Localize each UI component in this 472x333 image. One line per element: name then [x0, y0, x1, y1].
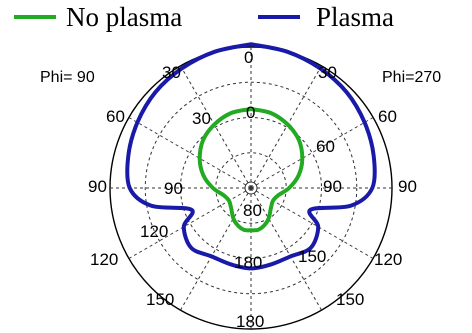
polar-curves	[125, 42, 377, 271]
outer-tick-right-30: 30	[318, 63, 337, 82]
inner-tick-90-right: 90	[323, 177, 342, 196]
inner-tick-60: 60	[316, 137, 335, 156]
outer-tick-right-90: 90	[398, 177, 417, 196]
phi-label-left: Phi= 90	[40, 69, 95, 86]
outer-tick-right-120: 120	[374, 250, 402, 269]
outer-tick-left-150: 150	[146, 290, 174, 309]
outer-tick-right-150: 150	[336, 290, 364, 309]
inner-tick-80: 80	[243, 201, 262, 220]
phi-label-right: Phi=270	[382, 69, 441, 86]
outer-tick-left-120: 120	[90, 250, 118, 269]
grid-spoke-30	[250, 65, 322, 189]
outer-tick-labels: 0 30 30 60 60 90 90 120 120 150 150 180	[88, 48, 417, 331]
inner-tick-0: 0	[246, 103, 255, 122]
grid-spoke-60	[250, 117, 374, 189]
series-line-plasma	[125, 42, 377, 271]
inner-tick-150: 150	[298, 247, 326, 266]
inner-tick-30: 30	[192, 109, 211, 128]
polar-grid	[109, 46, 393, 330]
outer-tick-left-60: 60	[106, 107, 125, 126]
grid-ring-1	[180, 117, 322, 259]
outer-tick-top: 0	[244, 48, 253, 67]
inner-tick-90: 90	[164, 179, 183, 198]
inner-tick-120: 120	[140, 222, 168, 241]
inner-tick-180: 180	[234, 253, 262, 272]
legend-label-plasma: Plasma	[316, 2, 394, 32]
legend: No plasma Plasma	[14, 2, 394, 32]
outer-tick-left-30: 30	[162, 63, 181, 82]
outer-tick-right-60: 60	[378, 107, 397, 126]
outer-tick-bottom: 180	[236, 312, 264, 331]
grid-ring-2	[144, 81, 358, 295]
outer-tick-left-90: 90	[88, 177, 107, 196]
inner-tick-labels: 0 30 60 90 90 120 150 80 180	[140, 103, 342, 272]
legend-label-no-plasma: No plasma	[66, 2, 182, 32]
series-line-no-plasma	[197, 107, 305, 233]
